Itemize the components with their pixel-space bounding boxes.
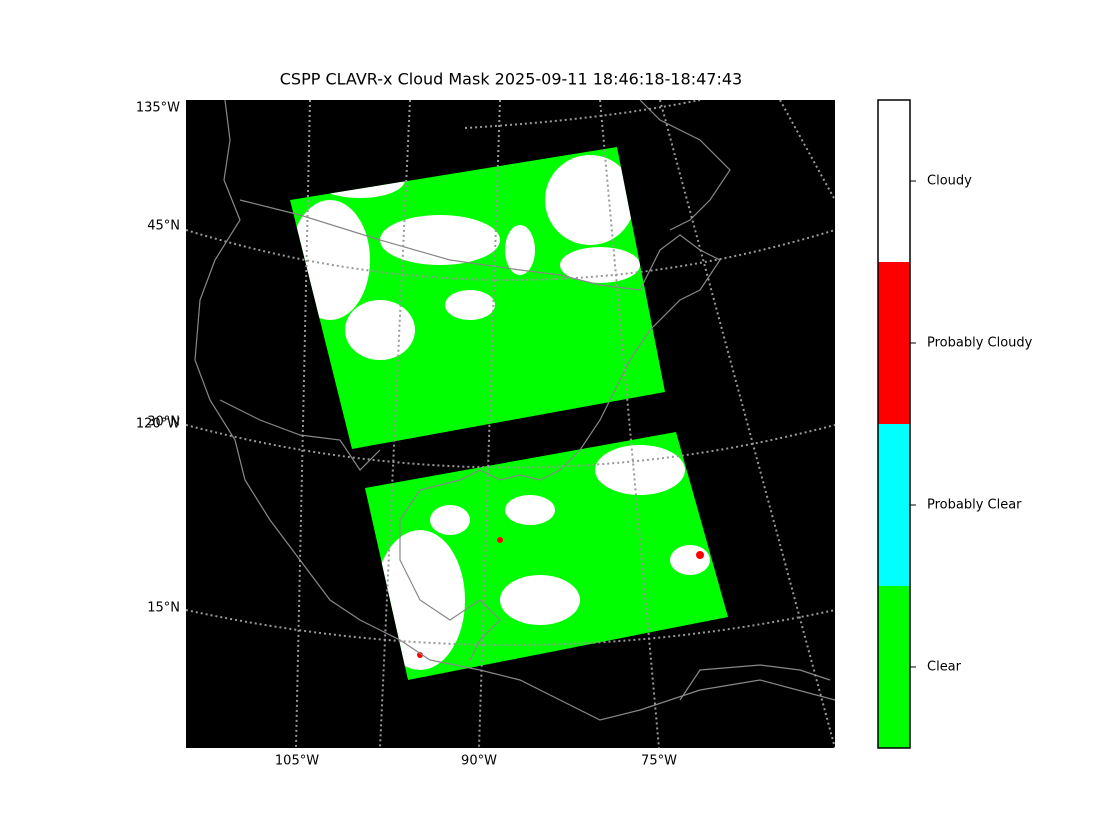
map [186, 100, 835, 748]
colorbar-segment [878, 100, 910, 262]
colorbar-label: Clear [927, 660, 962, 675]
graticule [186, 100, 835, 748]
colorbar-segment [878, 424, 910, 586]
colorbar-segment [878, 586, 910, 748]
swath-lower [365, 432, 728, 680]
colorbar-label: Probably Cloudy [927, 336, 1033, 351]
lon-label: 135°W [136, 101, 180, 116]
lon-label: 105°W [275, 754, 319, 769]
lat-label: 15°N [147, 601, 180, 616]
title: CSPP CLAVR-x Cloud Mask 2025-09-11 18:46… [280, 70, 742, 89]
lon-label: 90°W [461, 754, 497, 769]
colorbar: Clear Probably Clear Probably Cloudy Cloudy [877, 99, 1033, 749]
lat-label: 45°N [147, 219, 180, 234]
lat-label: 30°N [147, 415, 180, 430]
colorbar-label: Probably Clear [927, 498, 1022, 513]
coastlines [194, 100, 835, 721]
colorbar-segment [878, 262, 910, 424]
colorbar-label: Cloudy [927, 174, 972, 189]
colorbar-frame [877, 99, 911, 749]
lon-label: 75°W [641, 754, 677, 769]
lon-label: 120°W [136, 417, 180, 432]
